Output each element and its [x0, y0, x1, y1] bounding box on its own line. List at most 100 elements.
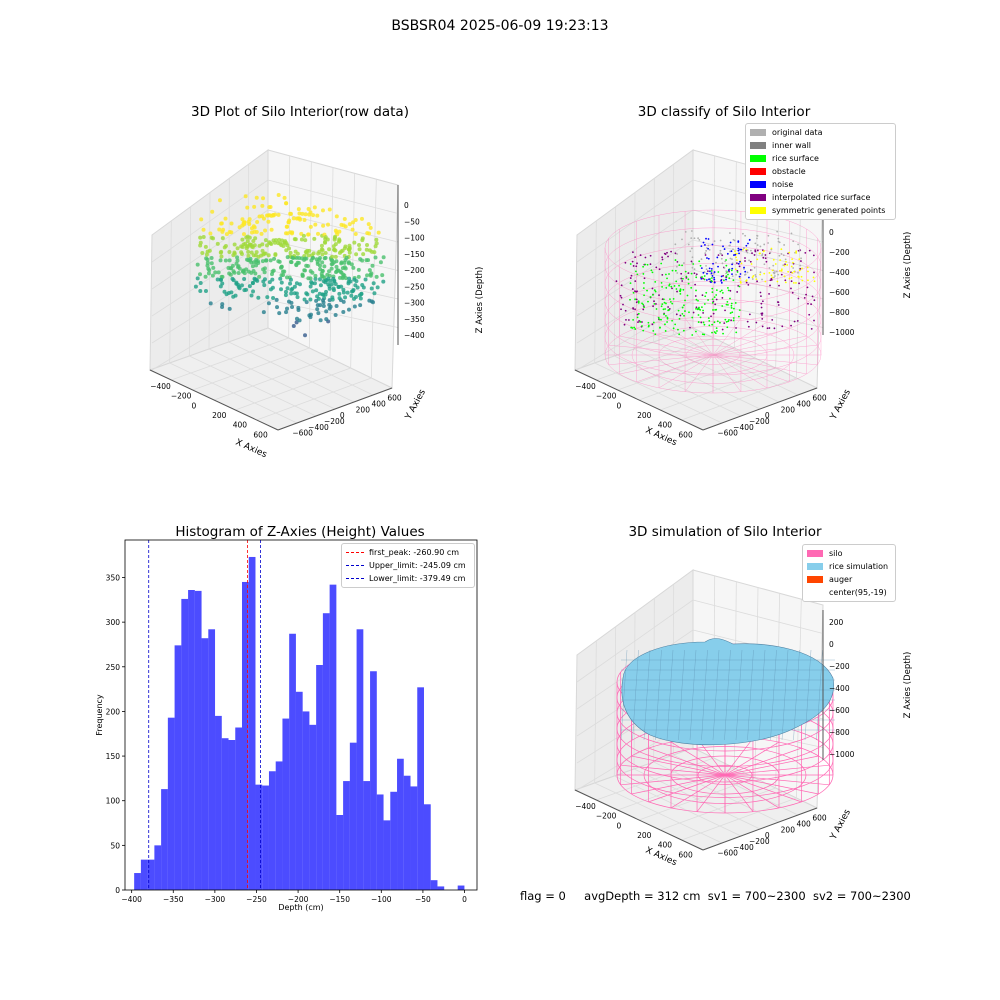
- point: [742, 248, 744, 251]
- status-footer: flag = 0 avgDepth = 312 cm sv1 = 700~230…: [520, 889, 911, 903]
- point: [702, 271, 705, 274]
- point: [735, 262, 738, 265]
- point: [695, 289, 697, 292]
- point: [302, 268, 307, 273]
- point: [293, 237, 298, 242]
- point: [661, 303, 664, 306]
- point: [297, 216, 302, 221]
- point: [664, 330, 667, 332]
- point: [704, 244, 706, 246]
- legend-swatch: [750, 168, 766, 175]
- y-tick-label: 200: [356, 405, 371, 414]
- point: [790, 276, 793, 279]
- point: [747, 276, 750, 279]
- point: [684, 310, 686, 312]
- y-tick-label: −200: [749, 837, 770, 846]
- point: [218, 258, 223, 263]
- point: [360, 236, 365, 241]
- point: [217, 198, 222, 203]
- point: [302, 218, 307, 223]
- legend-swatch: [807, 589, 823, 596]
- point: [744, 257, 746, 259]
- point: [312, 205, 317, 210]
- point: [251, 253, 256, 258]
- point: [294, 262, 299, 267]
- point: [632, 265, 635, 267]
- y-tick-label: 250: [106, 663, 121, 672]
- histogram-bar: [268, 771, 276, 890]
- point: [244, 235, 249, 240]
- point: [308, 269, 313, 274]
- point: [671, 287, 673, 290]
- point: [209, 261, 214, 266]
- point: [711, 331, 713, 334]
- point: [699, 309, 702, 311]
- point: [764, 257, 767, 260]
- point: [311, 251, 316, 256]
- point: [706, 270, 709, 273]
- point: [690, 247, 693, 250]
- point: [347, 243, 352, 248]
- point: [720, 281, 723, 284]
- point: [746, 271, 749, 274]
- point: [327, 298, 332, 303]
- point: [307, 212, 312, 217]
- point: [721, 292, 724, 294]
- histogram-bar: [154, 845, 162, 890]
- point: [714, 308, 717, 311]
- point: [341, 309, 346, 314]
- point: [750, 263, 753, 265]
- mesh-line: [666, 649, 674, 741]
- point: [676, 253, 679, 255]
- point: [629, 298, 631, 301]
- point: [756, 244, 759, 246]
- point: [693, 268, 696, 271]
- point: [676, 261, 679, 263]
- point: [803, 297, 806, 299]
- point: [663, 301, 666, 304]
- z-tick-label: −100: [404, 234, 425, 243]
- point: [634, 290, 636, 293]
- point: [729, 250, 731, 253]
- point: [777, 273, 780, 276]
- point: [198, 272, 203, 277]
- point: [253, 271, 258, 276]
- histogram-bar: [140, 859, 148, 890]
- point: [297, 318, 302, 323]
- z-tick-label: −200: [404, 266, 425, 275]
- point: [761, 317, 764, 320]
- point: [664, 308, 667, 310]
- point: [249, 226, 254, 231]
- point: [352, 304, 357, 309]
- point: [750, 269, 753, 271]
- point: [295, 295, 300, 300]
- point: [334, 264, 339, 269]
- point: [748, 313, 751, 316]
- point: [662, 298, 665, 301]
- point: [347, 247, 352, 252]
- point: [725, 270, 728, 273]
- z-axis-label: Z Axies (Depth): [475, 267, 485, 334]
- point: [759, 291, 762, 294]
- point: [651, 287, 654, 290]
- z-tick-label: −150: [404, 250, 425, 259]
- point: [231, 269, 236, 274]
- point: [737, 247, 740, 250]
- histogram-bar: [134, 873, 141, 890]
- point: [761, 300, 764, 303]
- point: [292, 291, 297, 296]
- point: [678, 317, 681, 320]
- point: [787, 270, 790, 273]
- point: [707, 238, 710, 240]
- y-tick-label: −400: [733, 843, 754, 852]
- point: [316, 231, 321, 236]
- point: [303, 212, 308, 217]
- x-tick-label: 400: [658, 841, 673, 850]
- point: [675, 265, 678, 268]
- point: [761, 314, 763, 316]
- x-tick-label: 200: [212, 411, 227, 420]
- point: [686, 294, 689, 297]
- point: [208, 301, 213, 306]
- point: [703, 303, 706, 305]
- point: [635, 301, 638, 304]
